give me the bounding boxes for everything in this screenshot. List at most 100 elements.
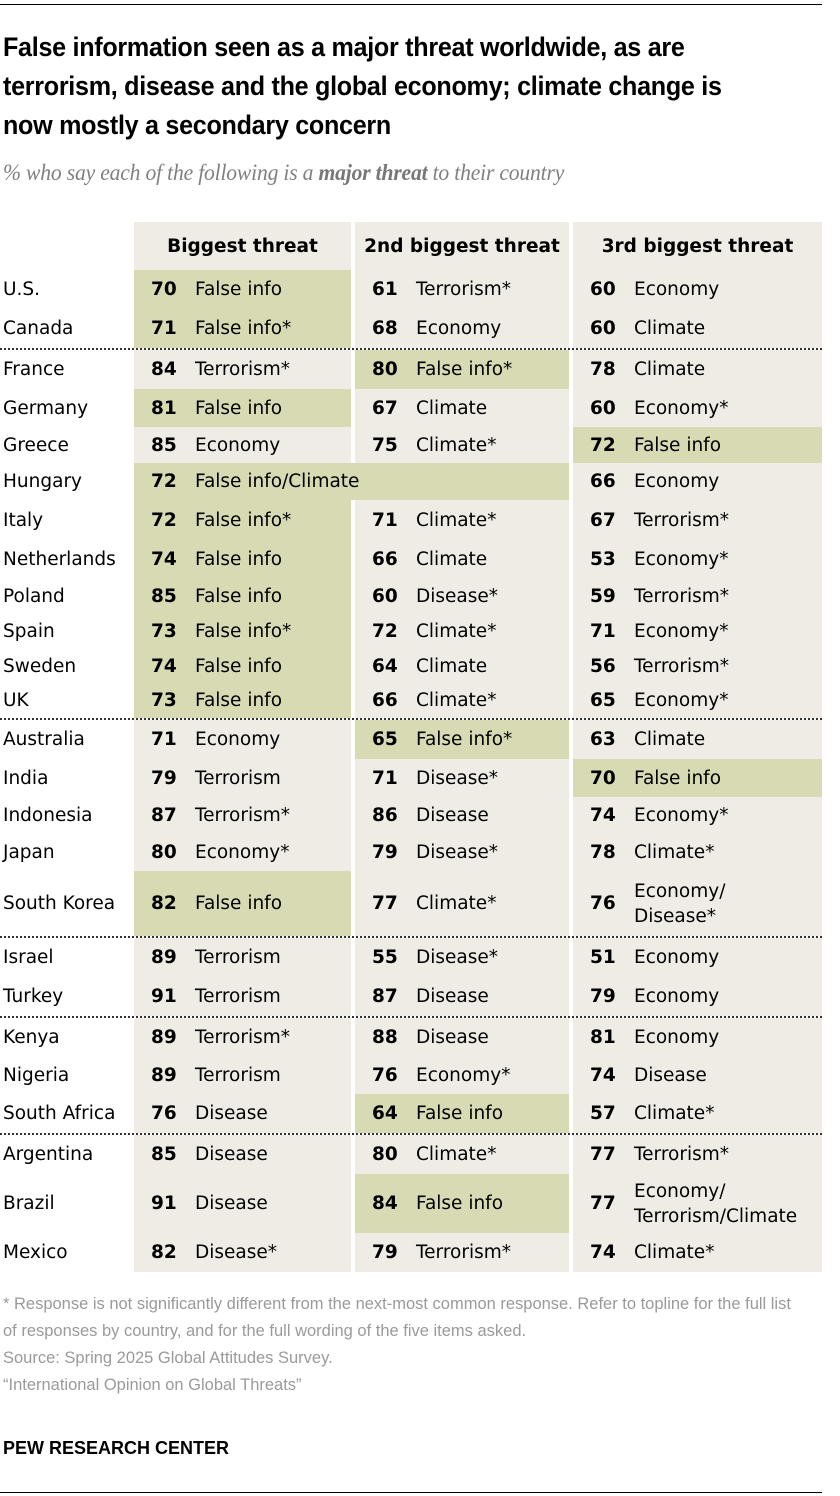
threat-label: Economy bbox=[634, 946, 720, 968]
threat-label: Climate* bbox=[416, 509, 497, 531]
percent-value: 73 bbox=[151, 690, 177, 711]
percent-value: 80 bbox=[151, 842, 177, 863]
threat-cell: 80 Economy* bbox=[134, 834, 351, 871]
region-separator bbox=[0, 1016, 822, 1018]
threat-cell: 59 Terrorism* bbox=[573, 578, 822, 614]
threat-label: False info bbox=[195, 397, 283, 419]
percent-value: 65 bbox=[590, 690, 616, 711]
table-row: Australia 71 Economy 65 False info* 63 Climate bbox=[0, 720, 822, 759]
highlighted-threat-cell: 74 False info bbox=[134, 649, 351, 683]
percent-value: 87 bbox=[372, 985, 398, 1007]
threat-cell: 81 Economy bbox=[573, 1018, 822, 1056]
threat-cell: 79 Terrorism* bbox=[355, 1233, 569, 1272]
percent-value: 79 bbox=[372, 1242, 398, 1263]
country-label: Sweden bbox=[3, 655, 77, 677]
threat-label: Climate bbox=[634, 729, 706, 750]
header-3rd-biggest-threat: 3rd biggest threat bbox=[573, 222, 822, 270]
percent-value: 71 bbox=[151, 318, 177, 339]
threat-cell: 61 Terrorism* bbox=[355, 270, 569, 309]
threat-label: Terrorism* bbox=[634, 1144, 729, 1165]
highlighted-threat-cell: 70 False info bbox=[573, 759, 822, 797]
threat-label: False info bbox=[634, 767, 722, 789]
subtitle-text-end: to their country bbox=[427, 160, 565, 185]
percent-value: 78 bbox=[590, 359, 616, 380]
percent-value: 74 bbox=[590, 1242, 616, 1263]
threat-label: False info* bbox=[195, 621, 292, 642]
threat-label: Disease bbox=[195, 1103, 268, 1124]
footnotes: * Response is not significantly differen… bbox=[3, 1290, 798, 1398]
table-row: South Africa 76 Disease 64 False info 57 Clima… bbox=[0, 1094, 822, 1133]
percent-value: 66 bbox=[372, 548, 398, 570]
table-row: UK 73 False info 66 Climate* 65 Economy* bbox=[0, 683, 822, 718]
percent-value: 76 bbox=[372, 1064, 398, 1086]
threat-label: Economy* bbox=[634, 621, 729, 642]
percent-value: 67 bbox=[590, 509, 616, 531]
percent-value: 79 bbox=[590, 985, 616, 1007]
threat-cell: 76 Disease bbox=[134, 1094, 351, 1133]
percent-value: 71 bbox=[372, 767, 398, 789]
threat-label: Climate* bbox=[416, 1144, 497, 1165]
percent-value: 77 bbox=[590, 1144, 616, 1165]
threat-cell: 66 Economy bbox=[573, 463, 822, 500]
threat-cell: 74 Disease bbox=[573, 1056, 822, 1094]
bottom-rule bbox=[0, 1492, 822, 1493]
subtitle-text: % who say each of the following is a bbox=[3, 160, 319, 185]
percent-value: 72 bbox=[151, 471, 177, 492]
table-row: India 79 Terrorism 71 Disease* 70 False info bbox=[0, 759, 822, 797]
threat-cell: 66 Climate bbox=[355, 540, 569, 578]
threat-cell: 89 Terrorism* bbox=[134, 1018, 351, 1056]
percent-value: 74 bbox=[151, 548, 177, 570]
threat-cell: 91 Terrorism bbox=[134, 976, 351, 1016]
threat-label: Climate* bbox=[634, 842, 715, 863]
threat-cell: 77 Economy/ Terrorism/Climate bbox=[573, 1174, 822, 1233]
threat-label: Disease bbox=[195, 1193, 268, 1214]
threat-cell: 65 Economy* bbox=[573, 683, 822, 718]
threat-cell: 60 Climate bbox=[573, 309, 822, 348]
chart-subtitle: % who say each of the following is a maj… bbox=[3, 160, 564, 186]
report-title-note: “International Opinion on Global Threats… bbox=[3, 1375, 302, 1394]
percent-value: 55 bbox=[372, 946, 398, 968]
threat-label: False info bbox=[195, 690, 283, 711]
highlighted-threat-cell: 72 False info* bbox=[134, 500, 351, 540]
threat-label: Disease* bbox=[416, 842, 499, 863]
threat-cell: 72 Climate* bbox=[355, 614, 569, 649]
threat-label: Climate* bbox=[416, 621, 497, 642]
region-separator bbox=[0, 1133, 822, 1135]
threat-cell: 67 Terrorism* bbox=[573, 500, 822, 540]
threat-cell: 64 Climate bbox=[355, 649, 569, 683]
country-label: U.S. bbox=[3, 279, 41, 300]
country-label: Mexico bbox=[3, 1242, 68, 1263]
subtitle-emphasis: major threat bbox=[318, 160, 428, 185]
threat-label: Climate bbox=[416, 548, 488, 570]
percent-value: 72 bbox=[151, 509, 177, 531]
threat-label: False info* bbox=[195, 318, 292, 339]
percent-value: 61 bbox=[372, 279, 398, 300]
threat-label: Economy bbox=[634, 279, 720, 300]
threat-cell: 79 Terrorism bbox=[134, 759, 351, 797]
country-label: Greece bbox=[3, 434, 69, 456]
threat-label: False info bbox=[416, 1193, 504, 1214]
threat-label: Terrorism* bbox=[634, 509, 729, 531]
threat-label: Terrorism* bbox=[195, 805, 290, 826]
percent-value: 85 bbox=[151, 585, 177, 607]
table-row: Sweden 74 False info 64 Climate 56 Terrorism* bbox=[0, 649, 822, 683]
percent-value: 63 bbox=[590, 729, 616, 750]
country-label: South Africa bbox=[3, 1103, 116, 1124]
threat-cell: 56 Terrorism* bbox=[573, 649, 822, 683]
percent-value: 88 bbox=[372, 1026, 398, 1048]
threat-label: False info bbox=[195, 585, 283, 607]
threat-label: Disease bbox=[195, 1144, 268, 1165]
threat-cell: 82 Disease* bbox=[134, 1233, 351, 1272]
threat-label: Climate bbox=[634, 359, 706, 380]
country-label: Italy bbox=[3, 509, 44, 531]
threat-label: Economy* bbox=[634, 548, 729, 570]
percent-value: 68 bbox=[372, 318, 398, 339]
threat-cell: 78 Climate bbox=[573, 350, 822, 389]
percent-value: 82 bbox=[151, 893, 177, 914]
percent-value: 74 bbox=[151, 655, 177, 677]
country-label: Netherlands bbox=[3, 548, 116, 570]
threat-label: False info* bbox=[416, 729, 513, 750]
percent-value: 70 bbox=[590, 767, 616, 789]
threat-label: Economy* bbox=[195, 842, 290, 863]
country-label: Hungary bbox=[3, 471, 82, 492]
